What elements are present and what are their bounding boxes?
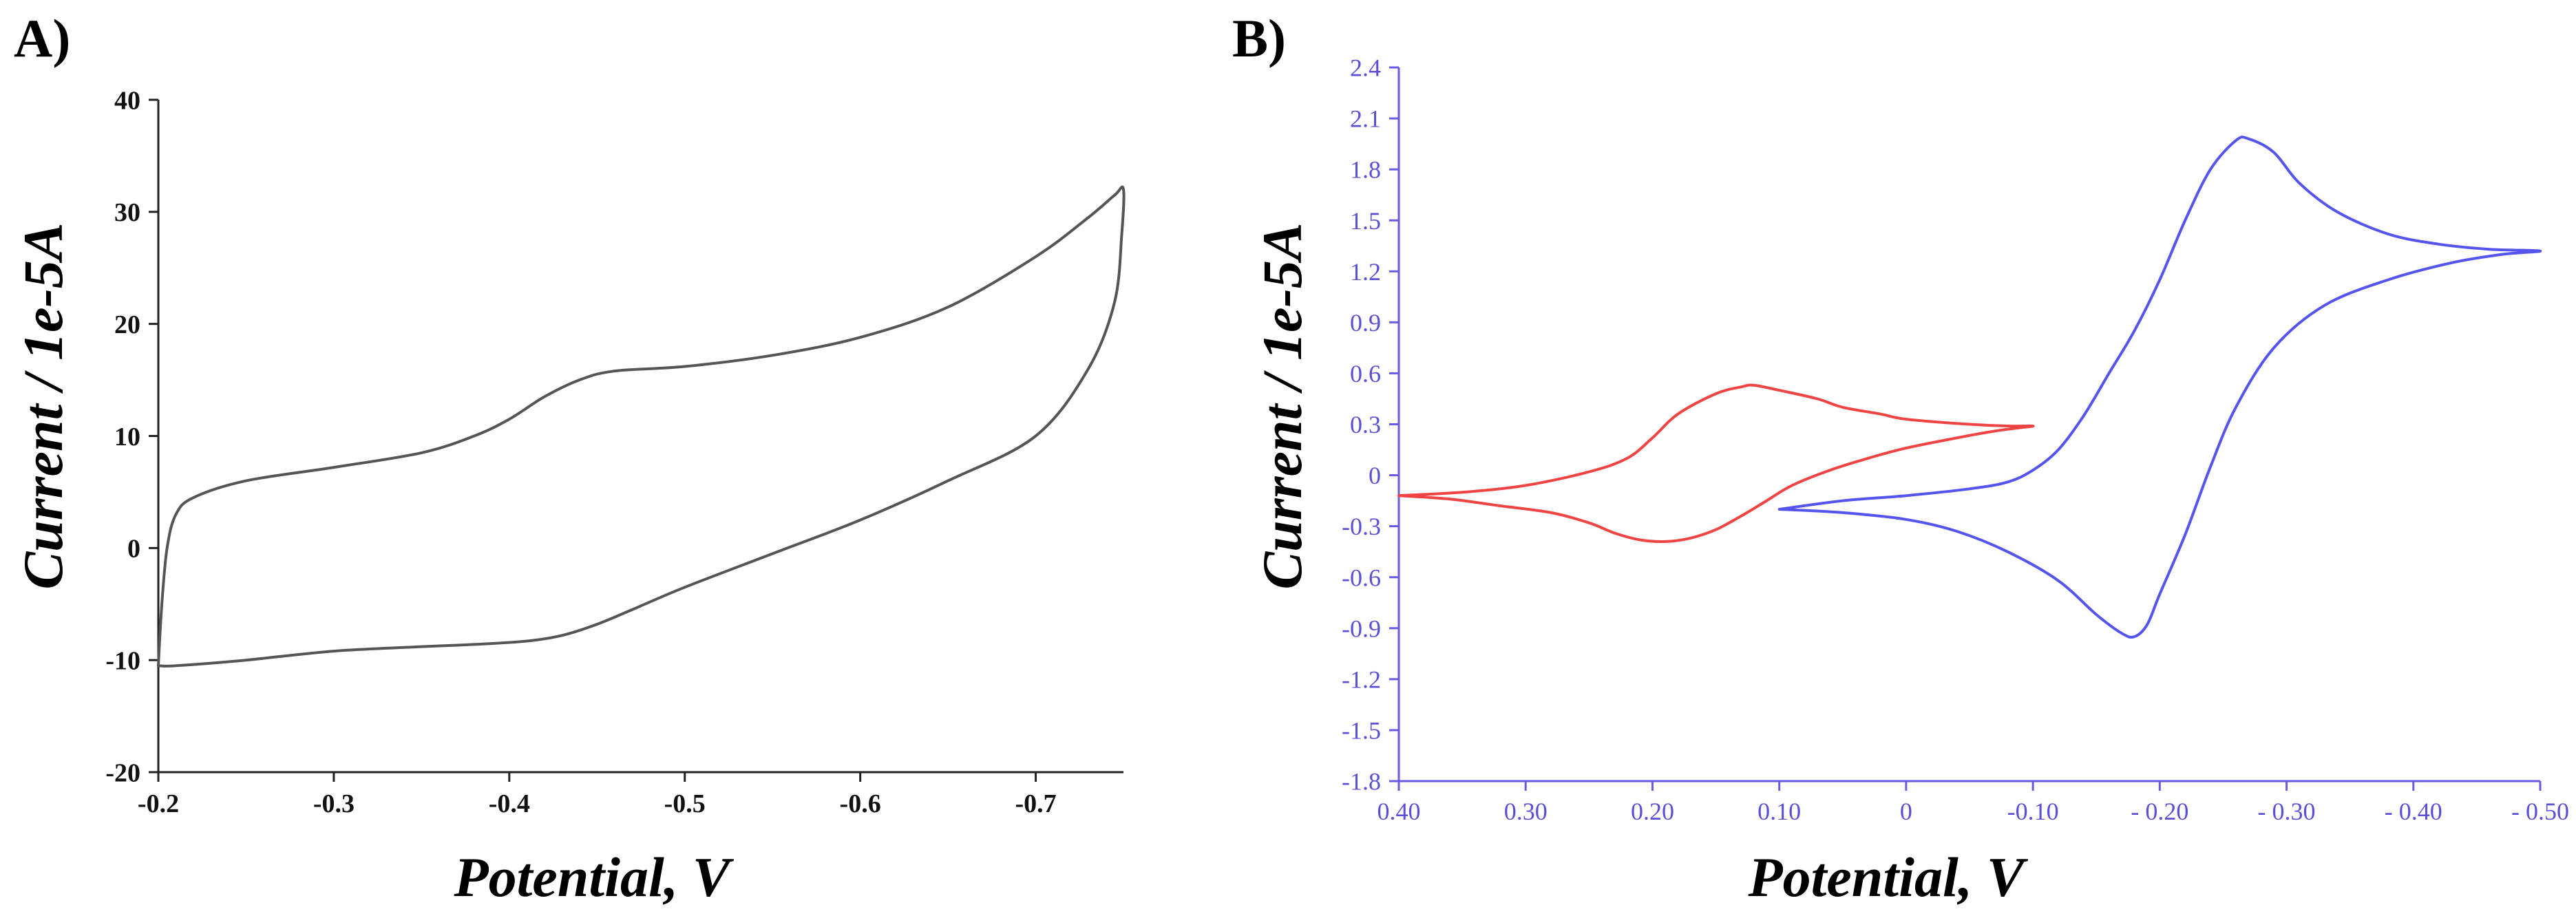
chart-a-x-tick-label: -0.4 [489,789,530,818]
chart-b-x-tick-label: - 0.40 [2385,798,2442,825]
chart-b-lines [1397,136,2542,639]
chart-a-x-tick-label: -0.3 [313,789,355,818]
chart-a-x-axis-title: Potential, V [454,846,735,908]
chart-a-y-tick-label: 20 [114,310,140,339]
panel-label-a: A) [14,8,70,68]
chart-b-x-tick-label: -0.10 [2007,798,2059,825]
chart-a-y-tick-label: -20 [105,758,140,787]
chart-b-x-tick-label: 0 [1900,798,1912,825]
chart-b-x-tick-label: - 0.30 [2258,798,2316,825]
chart-b-y-tick-label: -0.9 [1342,615,1381,642]
chart-a-lines [157,185,1126,668]
chart-a-y-axis-title: Current / 1e-5A [12,222,74,589]
chart-b-x-tick-label: - 0.20 [2131,798,2188,825]
chart-b-y-tick-label: 0 [1369,462,1381,489]
chart-b-y-tick-label: -1.2 [1342,665,1381,693]
chart-b-x-tick-label: 0.20 [1631,798,1674,825]
chart-a: A) -20 -10 0 10 20 30 40 -0.2 -0.3 -0.4 -0.5 -0.6 -0… [12,8,1126,908]
chart-b-y-tick-label: -1.5 [1342,717,1381,745]
chart-b-y-tick-label: 0.3 [1350,411,1381,438]
chart-b-y-tick-label: 0.9 [1350,309,1381,337]
chart-b-series-blue [1777,136,2542,639]
chart-b-y-tick-label: 1.5 [1350,207,1381,235]
chart-b: B) -1.8 -1.5 -1.2 -0.9 -0.6 -0.3 0 0.3 0.6 0.9 1.2… [1232,8,2569,908]
chart-a-ticks: -20 -10 0 10 20 30 40 -0.2 -0.3 -0.4 -0.5 -0.6 -0.7 [105,86,1056,818]
chart-b-y-tick-label: -1.8 [1342,768,1381,796]
chart-b-x-tick-label: - 0.50 [2511,798,2569,825]
chart-b-y-tick-label: -0.3 [1342,513,1381,540]
chart-a-x-tick-label: -0.5 [664,789,706,818]
chart-a-x-tick-label: -0.7 [1015,789,1056,818]
chart-a-y-tick-label: 30 [114,198,140,227]
chart-b-y-tick-label: 2.4 [1350,54,1381,82]
chart-a-y-tick-label: -10 [105,646,140,675]
chart-b-x-tick-label: 0.10 [1757,798,1801,825]
chart-a-x-tick-label: -0.2 [138,789,179,818]
chart-b-y-tick-label: 2.1 [1350,105,1381,133]
chart-a-y-tick-label: 40 [114,86,140,115]
chart-b-y-tick-label: 1.8 [1350,156,1381,184]
chart-b-y-axis-title: Current / 1e-5A [1251,222,1313,589]
chart-a-x-tick-label: -0.6 [840,789,881,818]
panel-label-b: B) [1232,8,1286,68]
chart-b-series-red [1397,383,2035,543]
chart-b-x-tick-label: 0.30 [1504,798,1548,825]
chart-a-y-tick-label: 10 [114,423,140,451]
chart-b-x-tick-label: 0.40 [1377,798,1421,825]
chart-b-x-axis-title: Potential, V [1748,846,2029,908]
chart-b-y-tick-label: 1.2 [1350,258,1381,286]
chart-a-series-CV [157,185,1126,668]
chart-b-y-tick-label: -0.6 [1342,564,1381,591]
chart-a-y-tick-label: 0 [127,535,140,564]
chart-b-y-tick-label: 0.6 [1350,360,1381,387]
chart-b-ticks: -1.8 -1.5 -1.2 -0.9 -0.6 -0.3 0 0.3 0.6 0.9 1.2 1.5… [1342,54,2569,825]
